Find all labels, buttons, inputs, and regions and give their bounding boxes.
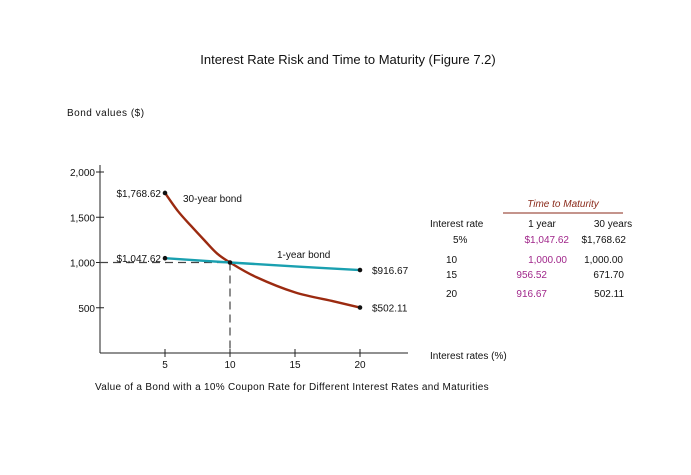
table-cell: 916.67 (516, 289, 547, 300)
y-tick-label: 500 (78, 304, 95, 315)
table-row: 10 1,000.00 1,000.00 (446, 255, 623, 266)
series-line-1yr (164, 256, 361, 272)
table-row: 20 916.67 502.11 (446, 289, 624, 300)
table-cell: 671.70 (593, 270, 624, 281)
y-axis-label: Bond values ($) (67, 108, 145, 119)
table-cell: 1,000.00 (528, 255, 567, 266)
x-tick-label: 10 (224, 360, 236, 371)
table-row: 15 956.52 671.70 (446, 270, 624, 281)
table-cell: 1,000.00 (584, 255, 623, 266)
series-label-1yr: 1-year bond (277, 250, 330, 261)
data-point (357, 305, 363, 310)
table-row: 5% $1,047.62 $1,768.62 (453, 235, 626, 246)
data-label: $916.67 (372, 266, 409, 277)
data-label: $502.11 (372, 304, 408, 315)
data-point (162, 255, 168, 261)
x-axis-label: Interest rates (%) (430, 351, 507, 362)
chart-title: Interest Rate Risk and Time to Maturity … (200, 52, 496, 67)
y-tick-label: 2,000 (70, 168, 95, 179)
data-label: $1,047.62 (117, 254, 162, 265)
table-cell: $1,768.62 (582, 235, 627, 246)
table-cell: 10 (446, 255, 458, 266)
data-label: $1,768.62 (117, 189, 162, 200)
series-label-30yr: 30-year bond (183, 194, 242, 205)
table-header-1yr: 1 year (528, 219, 556, 230)
table-cell: 502.11 (594, 289, 624, 300)
table-title: Time to Maturity (527, 199, 600, 210)
y-tick-label: 1,500 (70, 213, 95, 224)
table-cell: 5% (453, 235, 468, 246)
table-cell: $1,047.62 (525, 235, 570, 246)
series-line-30yr (164, 192, 361, 309)
x-tick-label: 20 (354, 360, 366, 371)
table-cell: 20 (446, 289, 458, 300)
reference-point (227, 260, 233, 265)
table-header-rate: Interest rate (430, 219, 484, 230)
x-tick-label: 5 (162, 360, 168, 371)
chart-subtitle: Value of a Bond with a 10% Coupon Rate f… (95, 382, 489, 393)
data-point (162, 190, 168, 196)
y-tick-label: 1,000 (70, 259, 95, 270)
table-header-30yr: 30 years (594, 219, 632, 230)
table-cell: 15 (446, 270, 458, 281)
table-cell: 956.52 (516, 270, 547, 281)
x-tick-label: 15 (289, 360, 301, 371)
data-point (357, 267, 363, 273)
